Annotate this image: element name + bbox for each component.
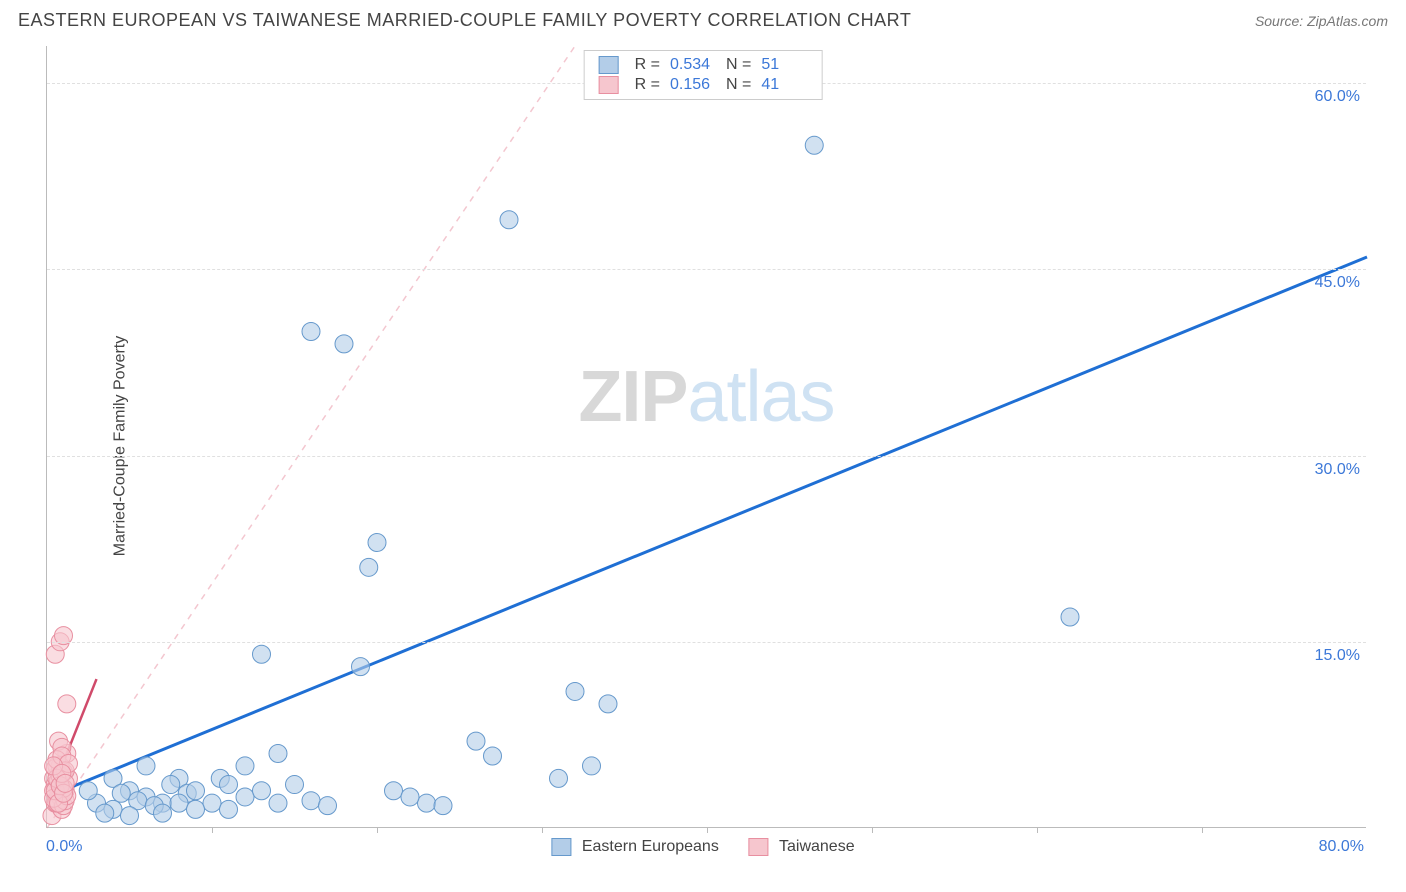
stats-row-1: R = 0.534 N = 51 (599, 55, 808, 75)
legend-label-2: Taiwanese (779, 838, 855, 855)
stats-r-value-2: 0.156 (670, 76, 716, 94)
gridline (47, 642, 1366, 643)
chart-title: EASTERN EUROPEAN VS TAIWANESE MARRIED-CO… (18, 10, 911, 31)
x-tick (707, 827, 708, 833)
stats-n-value-1: 51 (761, 56, 807, 74)
gridline (47, 269, 1366, 270)
source-label: Source: ZipAtlas.com (1255, 13, 1388, 29)
y-tick-label: 45.0% (1315, 274, 1360, 292)
x-tick (377, 827, 378, 833)
x-tick (1037, 827, 1038, 833)
x-tick (1202, 827, 1203, 833)
y-tick-label: 15.0% (1315, 647, 1360, 665)
x-max-label: 80.0% (1319, 838, 1364, 856)
legend-label-1: Eastern Europeans (582, 838, 719, 855)
stats-row-2: R = 0.156 N = 41 (599, 75, 808, 95)
chart-plot-area: ZIPatlas 15.0%30.0%45.0%60.0% (46, 46, 1366, 828)
gridline (47, 456, 1366, 457)
y-tick-label: 60.0% (1315, 88, 1360, 106)
legend-swatch-1 (551, 838, 571, 856)
stats-r-value-1: 0.534 (670, 56, 716, 74)
stats-n-label-2: N = (726, 76, 751, 94)
x-origin-label: 0.0% (46, 838, 82, 856)
stats-box: R = 0.534 N = 51 R = 0.156 N = 41 (584, 50, 823, 100)
stats-n-label-1: N = (726, 56, 751, 74)
scatter-svg (47, 46, 1366, 827)
legend-item-2: Taiwanese (749, 838, 855, 856)
legend-swatch-2 (749, 838, 769, 856)
x-tick (212, 827, 213, 833)
stats-r-label-2: R = (635, 76, 660, 94)
stats-n-value-2: 41 (761, 76, 807, 94)
legend-item-1: Eastern Europeans (551, 838, 718, 856)
x-tick (872, 827, 873, 833)
stats-swatch-2 (599, 76, 619, 94)
x-tick (542, 827, 543, 833)
legend: Eastern Europeans Taiwanese (551, 838, 854, 856)
y-tick-label: 30.0% (1315, 461, 1360, 479)
stats-r-label-1: R = (635, 56, 660, 74)
stats-swatch-1 (599, 56, 619, 74)
